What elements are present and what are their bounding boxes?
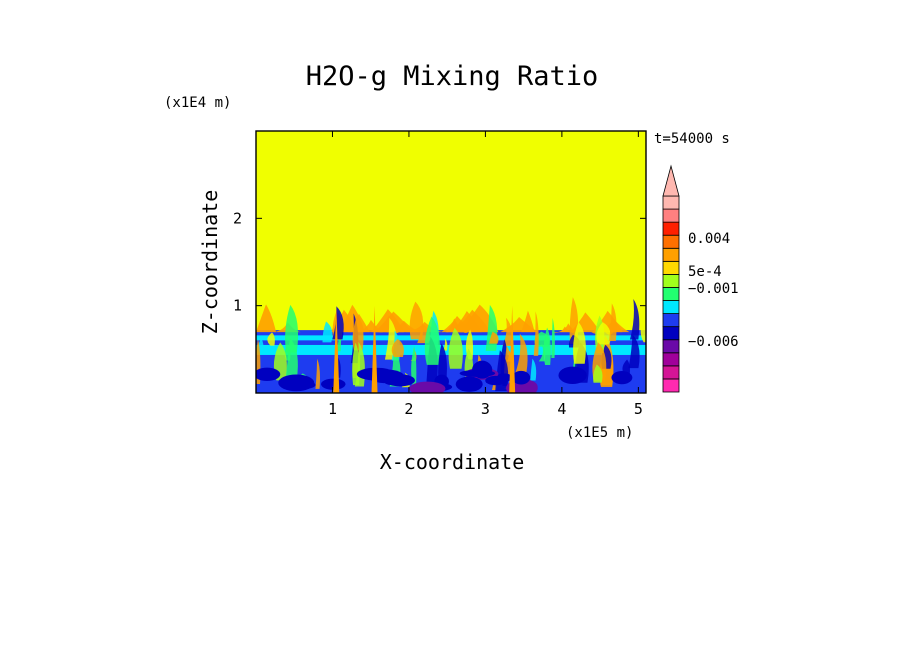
y-axis-title: Z-coordinate (198, 190, 222, 335)
plume-spike (333, 305, 340, 393)
surface-blob (321, 378, 346, 390)
filament (489, 331, 499, 344)
surface-blob (611, 371, 633, 385)
plot-area (256, 131, 646, 393)
colorbar-swatch (662, 260, 680, 275)
filament (596, 322, 611, 345)
colorbar-swatch (662, 300, 680, 314)
colorbar-swatch (662, 247, 680, 262)
filament (391, 339, 404, 358)
filament (448, 327, 463, 369)
surface-blob (385, 374, 415, 387)
x-tick-label: 3 (481, 400, 490, 418)
chart-title: H2O-g Mixing Ratio (306, 61, 599, 92)
surface-blob (256, 367, 281, 381)
filament (285, 304, 299, 353)
plume-top (256, 304, 277, 333)
y-tick-label: 1 (233, 297, 242, 315)
surface-blob (459, 369, 496, 377)
boundary-layer-texture (256, 297, 646, 393)
filament (629, 299, 640, 340)
plume-top (556, 323, 580, 333)
filament (538, 343, 546, 362)
plume-top (374, 315, 404, 333)
colorbar-swatch (662, 378, 680, 393)
filament (628, 334, 640, 369)
x-tick-label: 4 (557, 400, 566, 418)
filament (533, 311, 539, 356)
filament (593, 364, 603, 383)
colorbar-label-1: 5e-4 (688, 264, 722, 280)
filament (322, 321, 333, 343)
filament (267, 332, 275, 346)
filament (502, 317, 512, 347)
x-axis-title: X-coordinate (380, 450, 525, 474)
colorbar-labels: 0.004 5e-4 −0.001 −0.006 (688, 231, 739, 350)
filament (315, 358, 321, 389)
colorbar-swatch (662, 195, 680, 210)
plume-top (441, 316, 473, 333)
filament (515, 333, 528, 373)
surface-blob (558, 366, 587, 385)
surface-blob (455, 376, 483, 392)
plot-frame (255, 130, 647, 394)
colorbar-label-0: 0.004 (688, 231, 730, 247)
filament (352, 315, 364, 351)
colorbar-swatch (662, 287, 680, 301)
x-axis: 1 2 3 4 5 (328, 131, 643, 418)
plume-top (551, 326, 578, 334)
surface-blob (485, 375, 507, 386)
filament (443, 338, 448, 351)
colorbar-swatch (662, 234, 680, 249)
x-unit-label: (x1E5 m) (566, 425, 633, 441)
colorbar-swatch (662, 313, 680, 328)
colorbar (662, 164, 680, 393)
colorbar-swatch (662, 221, 680, 236)
filament (530, 358, 537, 381)
filament (438, 343, 447, 383)
colorbar-swatch (662, 326, 680, 341)
time-label: t=54000 s (654, 131, 730, 147)
colorbar-swatch (662, 273, 680, 288)
plume-spike (509, 305, 516, 393)
filament (573, 321, 586, 364)
x-tick-label: 5 (634, 400, 643, 418)
surface-blob (512, 370, 531, 385)
x-tick-label: 2 (404, 400, 413, 418)
colorbar-swatch (662, 365, 680, 380)
colorbar-swatch (662, 352, 680, 367)
colorbar-label-3: −0.006 (688, 334, 739, 350)
y-unit-label: (x1E4 m) (164, 95, 231, 111)
filament (640, 315, 646, 343)
colorbar-arrow (662, 164, 680, 197)
bl-cyan-band (256, 335, 646, 341)
filament (409, 301, 424, 340)
filament (551, 317, 555, 359)
y-axis: 12 (233, 209, 646, 315)
filament (424, 316, 440, 365)
filament (332, 306, 344, 340)
colorbar-swatch (662, 208, 680, 223)
filament (609, 303, 617, 342)
colorbar-label-2: −0.001 (688, 281, 739, 297)
filament (258, 338, 264, 352)
y-tick-label: 2 (233, 209, 242, 227)
x-tick-label: 1 (328, 400, 337, 418)
surface-blob (278, 374, 315, 392)
colorbar-swatch (662, 339, 680, 354)
surface-blob (409, 381, 446, 393)
plume-spike (371, 305, 378, 393)
